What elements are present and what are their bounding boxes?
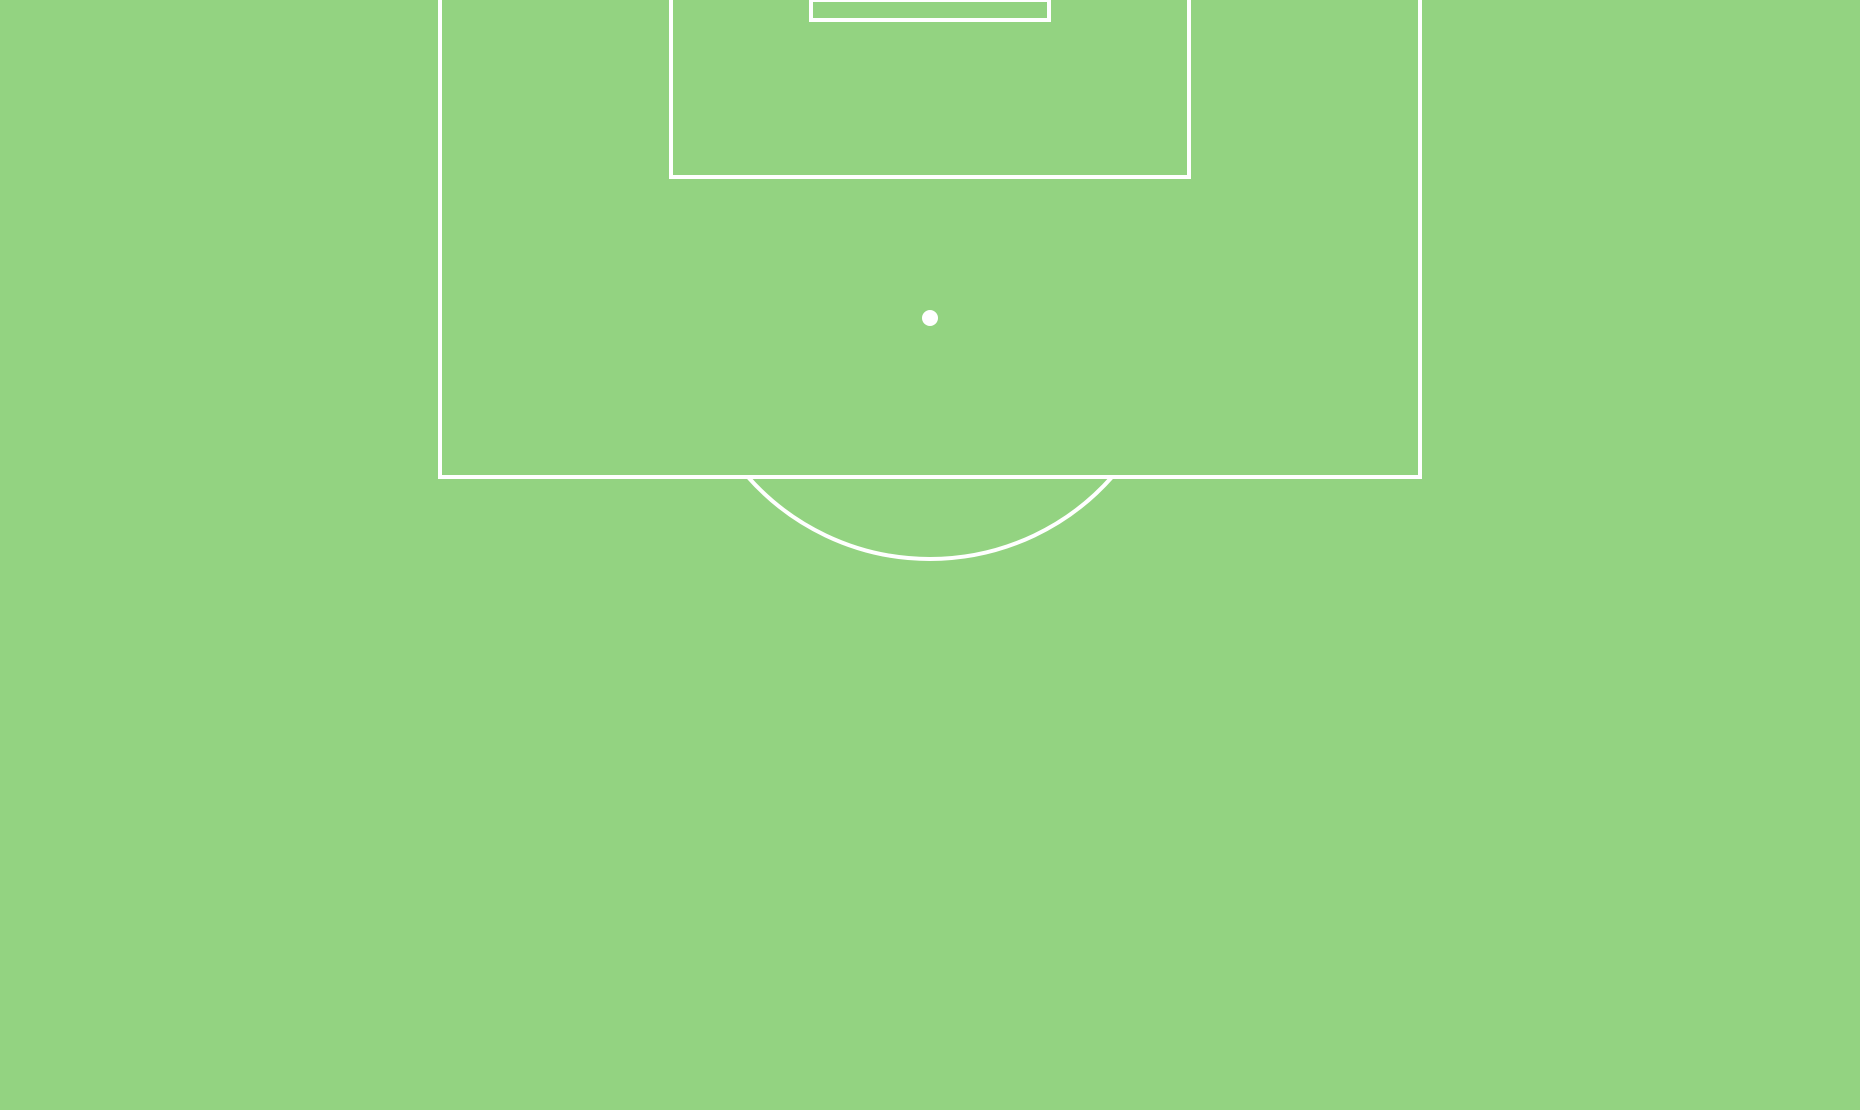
penalty-arc xyxy=(746,475,1114,561)
penalty-spot xyxy=(922,310,938,326)
goal xyxy=(809,0,1051,22)
goal-area xyxy=(669,0,1191,179)
penalty-area xyxy=(438,0,1422,479)
